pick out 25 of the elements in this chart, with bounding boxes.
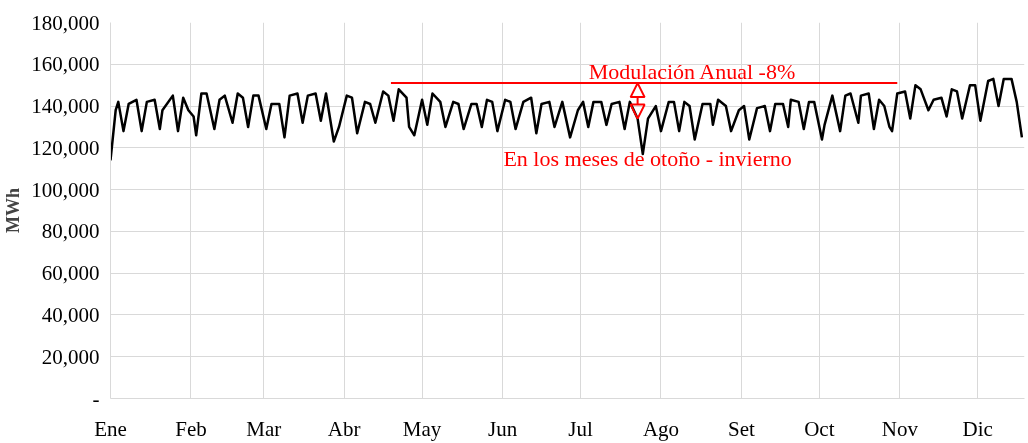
x-tick-label: May	[402, 416, 442, 441]
x-tick-label: Ago	[642, 416, 680, 441]
x-tick-label: Dic	[962, 416, 993, 441]
y-tick-label: 80,000	[41, 219, 100, 244]
x-tick-label: Jul	[568, 416, 593, 441]
x-tick-label: Ene	[94, 416, 127, 441]
y-tick-label: 100,000	[31, 177, 100, 202]
x-tick-label: Feb	[175, 416, 207, 441]
y-tick-label: 60,000	[41, 261, 100, 286]
y-axis-title: MWh	[3, 188, 24, 233]
x-tick-label: Set	[728, 416, 756, 441]
x-tick-label: Nov	[881, 416, 919, 441]
x-tick-label: Jun	[488, 416, 518, 441]
y-tick-label: 140,000	[31, 94, 100, 119]
y-tick-label: 40,000	[41, 302, 100, 327]
x-tick-label: Abr	[327, 416, 361, 441]
x-tick-label: Mar	[246, 416, 282, 441]
annotation: En los meses de otoño - invierno	[503, 146, 792, 172]
annotation: Modulación Anual -8%	[588, 58, 796, 84]
y-tick-label: 160,000	[31, 52, 100, 77]
y-tick-label: 180,000	[31, 10, 100, 35]
x-tick-label: Oct	[804, 416, 835, 441]
y-tick-label: 120,000	[31, 135, 100, 160]
y-tick-label: 20,000	[41, 344, 100, 369]
y-tick-label: -	[92, 386, 100, 411]
